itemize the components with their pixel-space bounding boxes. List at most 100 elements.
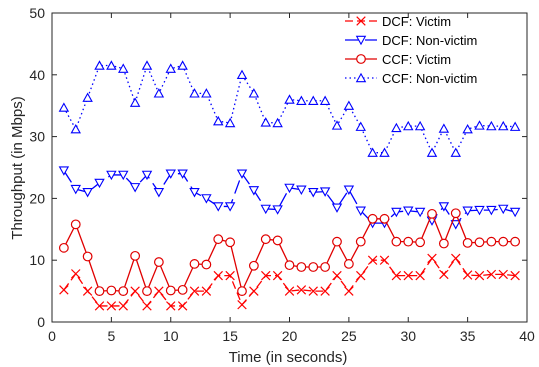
series-2-point xyxy=(213,202,224,212)
series-1-point xyxy=(427,253,437,264)
y-tick-label: 30 xyxy=(29,129,45,145)
series-3-point xyxy=(379,213,390,224)
series-1-point xyxy=(320,286,330,296)
series-3-point xyxy=(296,262,307,272)
series-3-point xyxy=(403,236,414,247)
series-2-point xyxy=(486,205,497,216)
series-1-point xyxy=(166,301,176,311)
x-tick-label: 35 xyxy=(460,328,476,344)
series-4-point xyxy=(153,88,165,98)
series-3-point xyxy=(248,260,259,271)
series-4 xyxy=(58,60,521,157)
series-2-point xyxy=(331,203,343,213)
series-1-point xyxy=(403,270,413,281)
series-3-point xyxy=(213,234,224,245)
series-2-point xyxy=(403,206,414,216)
series-3-point xyxy=(343,259,354,269)
series-4-point xyxy=(189,88,200,98)
series-2-point xyxy=(106,170,117,181)
series-1-point xyxy=(213,270,223,281)
series-1-point xyxy=(130,286,140,296)
series-2-point xyxy=(474,205,485,216)
series-3-point xyxy=(510,236,521,247)
series-1-point xyxy=(106,301,117,311)
series-2-point xyxy=(201,194,212,204)
series-3-point xyxy=(308,262,319,272)
series-4-point xyxy=(498,120,509,131)
series-2-point xyxy=(189,188,200,198)
series-3-point xyxy=(332,236,342,247)
x-tick-label: 40 xyxy=(519,328,535,344)
series-3-point xyxy=(225,237,236,248)
series-2-point xyxy=(58,166,70,176)
series-3-point xyxy=(177,284,188,295)
series-4-point xyxy=(201,88,212,98)
series-3-point xyxy=(70,219,81,230)
series-2-point xyxy=(498,204,509,215)
series-2-point xyxy=(260,204,271,215)
series-3-point xyxy=(130,250,141,261)
series-4-point xyxy=(177,60,188,70)
series-4-point xyxy=(414,120,426,131)
legend-label: CCF: Victim xyxy=(382,52,451,67)
x-tick-label: 5 xyxy=(107,328,115,344)
series-2-point xyxy=(462,206,473,216)
series-4-point xyxy=(94,60,105,70)
series-1-point xyxy=(439,269,449,280)
y-tick-label: 40 xyxy=(29,67,45,83)
series-3-point xyxy=(272,235,283,246)
series-4-point xyxy=(106,60,117,70)
series-1-point xyxy=(510,270,520,281)
legend-entry-1: DCF: Victim xyxy=(345,14,451,29)
series-4-point xyxy=(248,88,260,98)
series-3-point xyxy=(355,236,366,247)
series-1-point xyxy=(189,286,200,296)
x-tick-label: 15 xyxy=(222,328,238,344)
series-4-point xyxy=(70,123,81,134)
series-3-point xyxy=(153,257,164,267)
series-1-point xyxy=(486,269,497,280)
series-1-point xyxy=(177,301,188,311)
series-1-point xyxy=(118,301,128,311)
series-2-point xyxy=(308,188,319,198)
series-1-point xyxy=(249,286,259,296)
series-4-point xyxy=(165,63,176,73)
series-2-point xyxy=(248,186,260,196)
series-3-point xyxy=(118,286,129,297)
series-1-point xyxy=(94,301,105,311)
legend-marker xyxy=(355,72,367,83)
legend-label: DCF: Non-victim xyxy=(382,33,477,48)
series-1-point xyxy=(82,286,93,296)
series-2-point xyxy=(414,207,426,218)
series-layer xyxy=(58,60,521,311)
series-2-point xyxy=(94,178,105,189)
series-1-point xyxy=(332,270,342,281)
series-3-point xyxy=(367,213,378,224)
series-4-point xyxy=(474,120,485,130)
series-1-point xyxy=(71,269,81,279)
series-2-point xyxy=(450,220,461,230)
series-2-point xyxy=(296,185,307,195)
series-1-point xyxy=(261,270,271,281)
series-1-point xyxy=(462,270,473,280)
series-4-point xyxy=(236,69,248,80)
series-4-point xyxy=(284,94,295,104)
series-1-point xyxy=(415,270,425,281)
series-1-point xyxy=(367,255,378,265)
series-1-point xyxy=(225,270,235,281)
series-1-point xyxy=(379,255,390,265)
series-3-point xyxy=(320,262,331,272)
series-2-point xyxy=(284,183,295,194)
series-4-point xyxy=(367,147,378,157)
legend-marker xyxy=(355,35,367,46)
series-4-point xyxy=(509,121,521,131)
y-axis-label: Throughput (in Mbps) xyxy=(9,96,26,239)
series-3-point xyxy=(427,208,437,219)
legend-entry-4: CCF: Non-victim xyxy=(345,71,477,86)
series-1-point xyxy=(237,299,247,310)
series-4-point xyxy=(426,147,438,157)
series-2-point xyxy=(165,169,176,179)
series-3-point xyxy=(474,237,485,248)
series-1-point xyxy=(344,286,354,296)
